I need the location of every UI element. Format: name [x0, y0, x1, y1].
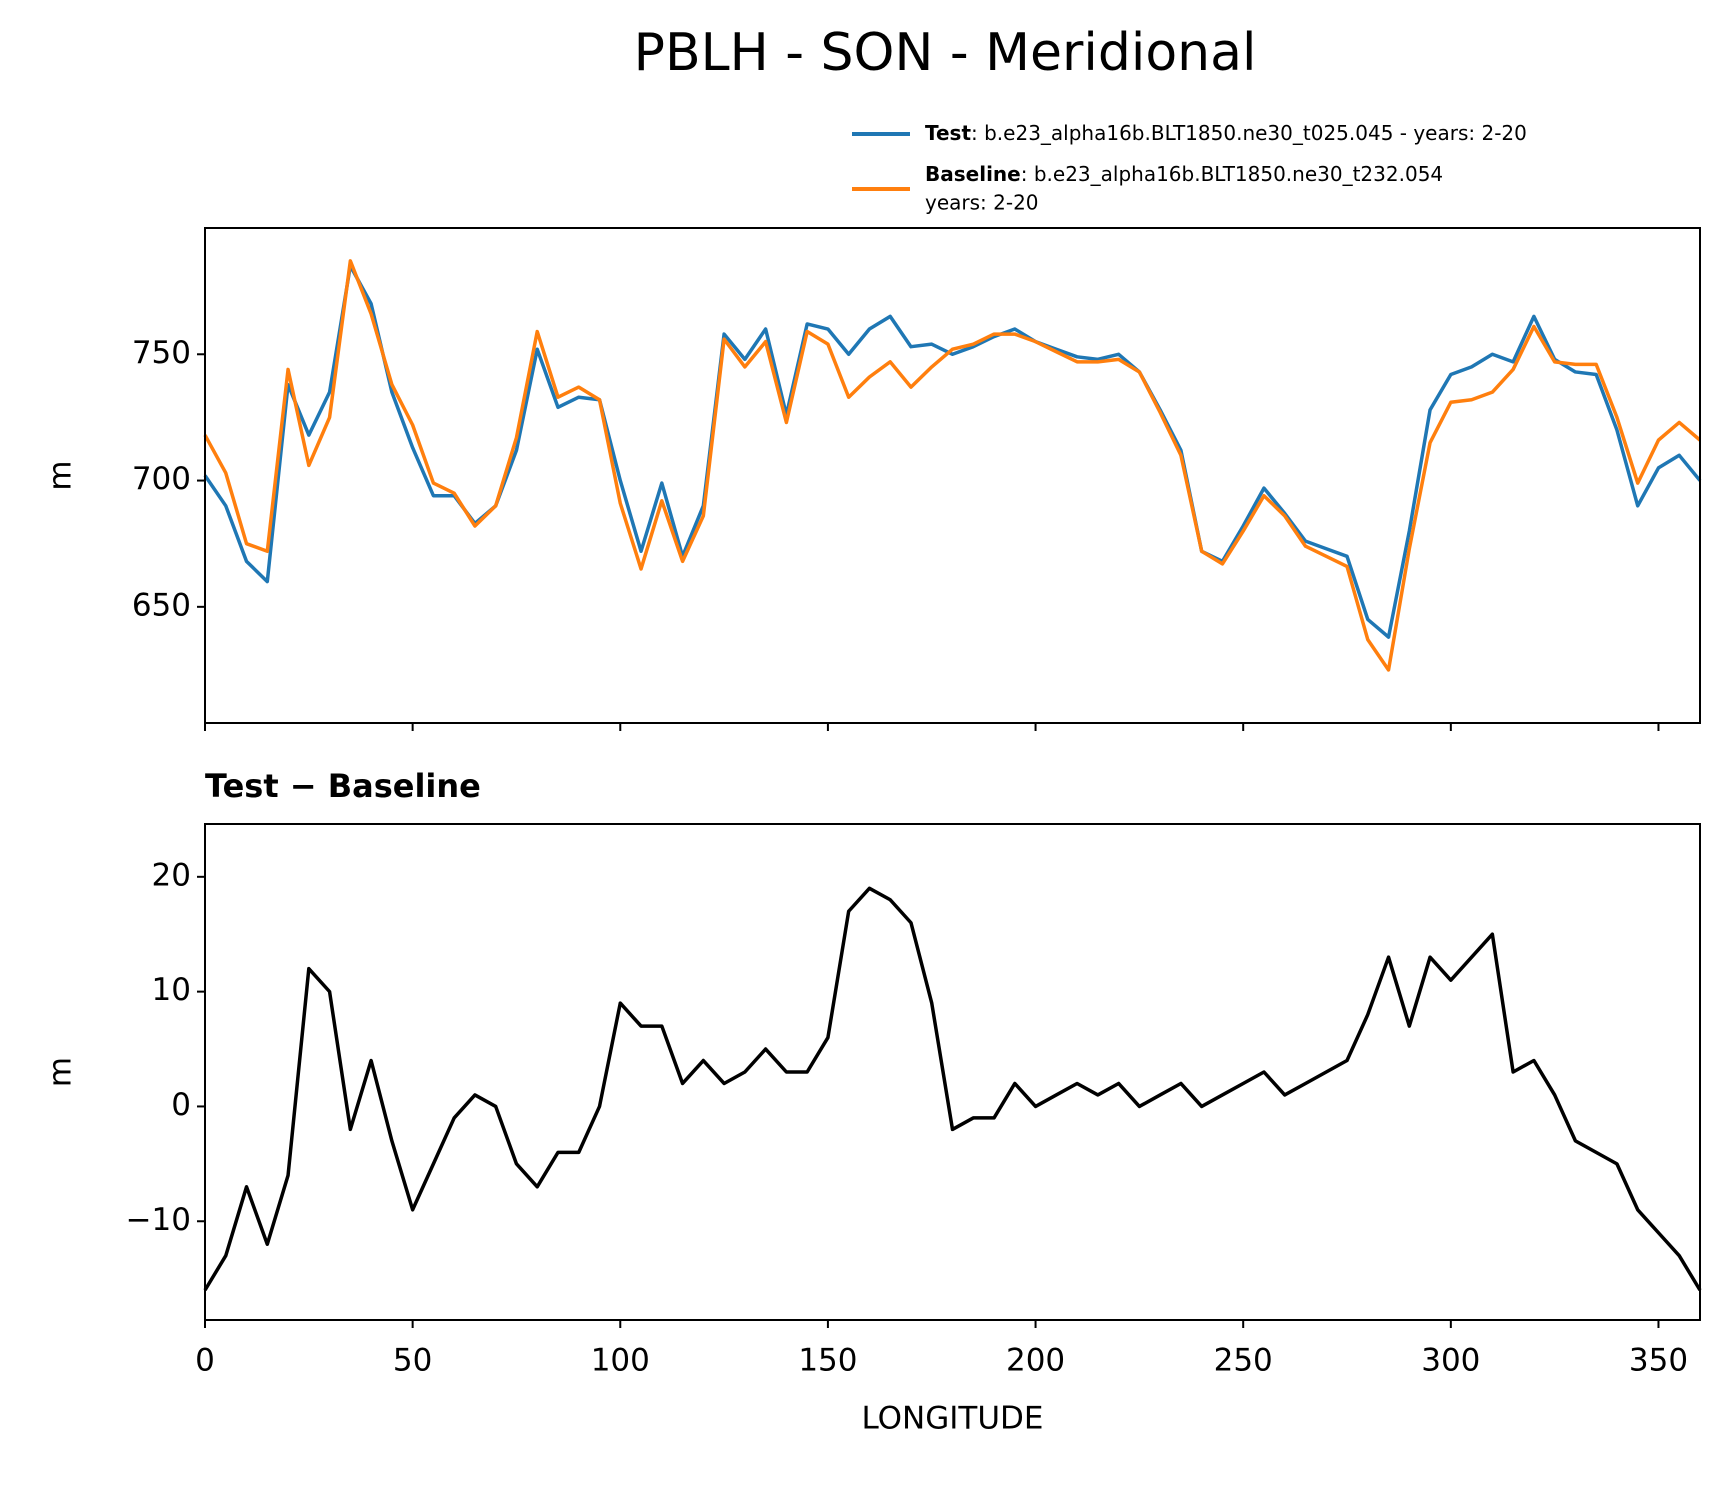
y-axis-label: m [43, 460, 79, 490]
y-tick-label: 10 [152, 972, 191, 1008]
y-tick-label: 750 [132, 335, 191, 371]
x-tick-label: 100 [591, 1343, 650, 1379]
x-tick-label: 150 [798, 1343, 857, 1379]
x-axis-label: LONGITUDE [861, 1401, 1043, 1437]
y-tick-label: 650 [132, 587, 191, 623]
legend-name: Test [925, 121, 971, 145]
x-tick-label: 350 [1629, 1343, 1688, 1379]
figure-title: PBLH - SON - Meridional [634, 23, 1257, 83]
legend-text: : b.e23_alpha16b.BLT1850.ne30_t025.045 -… [971, 121, 1527, 145]
y-tick-label: 0 [171, 1087, 191, 1123]
x-tick-label: 50 [393, 1343, 432, 1379]
legend-text: : b.e23_alpha16b.BLT1850.ne30_t232.054 [1021, 162, 1443, 186]
data-line [203, 886, 1702, 1292]
legend-label: Baseline: b.e23_alpha16b.BLT1850.ne30_t2… [925, 162, 1443, 186]
data-line [203, 259, 1702, 672]
subplot-title: Test − Baseline [205, 767, 481, 805]
x-tick-label: 0 [195, 1343, 215, 1379]
x-tick-label: 300 [1421, 1343, 1480, 1379]
legend-name: Baseline [925, 162, 1021, 186]
axes-frame [204, 823, 1701, 1321]
y-tick-label: 700 [132, 461, 191, 497]
y-tick-label: 20 [152, 857, 191, 893]
y-axis-label: m [43, 1057, 79, 1087]
x-tick-label: 200 [1006, 1343, 1065, 1379]
data-line [203, 264, 1702, 639]
x-tick-label: 250 [1214, 1343, 1273, 1379]
y-tick-label: −10 [126, 1202, 191, 1238]
axes-frame [204, 227, 1701, 724]
legend-label: Test: b.e23_alpha16b.BLT1850.ne30_t025.0… [925, 121, 1527, 145]
legend-label: years: 2-20 [925, 191, 1039, 215]
